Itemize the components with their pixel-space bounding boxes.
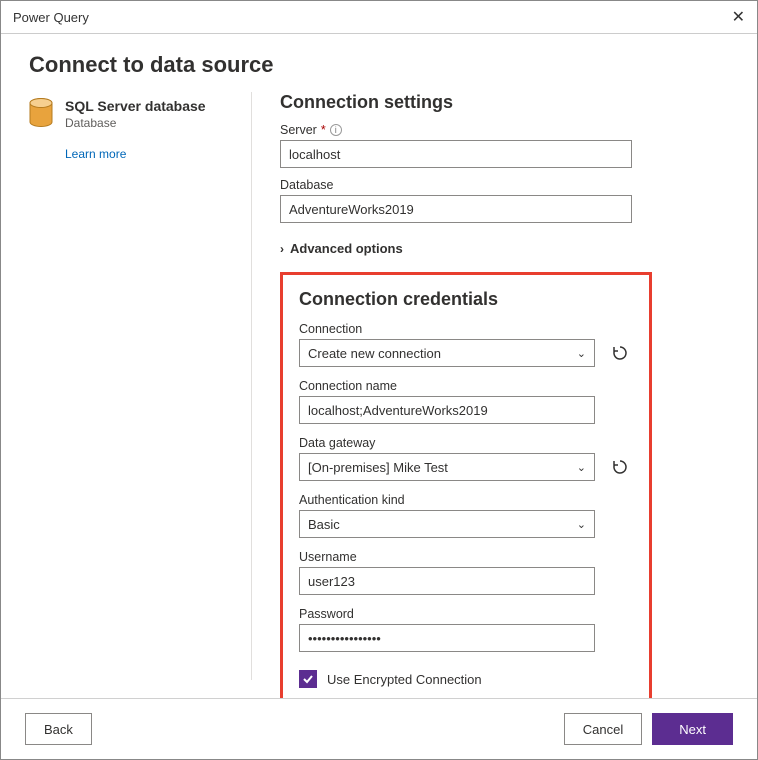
encrypted-label: Use Encrypted Connection bbox=[327, 672, 482, 687]
next-button[interactable]: Next bbox=[652, 713, 733, 745]
username-label: Username bbox=[299, 550, 633, 564]
check-icon bbox=[302, 673, 314, 685]
advanced-options-label: Advanced options bbox=[290, 241, 403, 256]
refresh-gateway-button[interactable] bbox=[607, 454, 633, 480]
learn-more-link[interactable]: Learn more bbox=[65, 147, 251, 161]
gateway-label: Data gateway bbox=[299, 436, 633, 450]
chevron-right-icon: › bbox=[280, 242, 284, 256]
credentials-highlight-box: Connection credentials Connection Create… bbox=[280, 272, 652, 709]
connection-name-label: Connection name bbox=[299, 379, 633, 393]
info-icon[interactable]: i bbox=[330, 124, 342, 136]
refresh-icon bbox=[611, 458, 629, 476]
password-input[interactable] bbox=[299, 624, 595, 652]
encrypted-checkbox[interactable] bbox=[299, 670, 317, 688]
auth-kind-label: Authentication kind bbox=[299, 493, 633, 507]
chevron-down-icon: ⌄ bbox=[577, 347, 586, 360]
settings-heading: Connection settings bbox=[280, 92, 729, 113]
auth-kind-select[interactable]: Basic ⌄ bbox=[299, 510, 595, 538]
connection-value: Create new connection bbox=[308, 346, 441, 361]
chevron-down-icon: ⌄ bbox=[577, 461, 586, 474]
database-input[interactable] bbox=[280, 195, 632, 223]
close-icon[interactable]: ✕ bbox=[732, 7, 745, 27]
auth-kind-value: Basic bbox=[308, 517, 340, 532]
datasource-title: SQL Server database bbox=[65, 98, 206, 114]
refresh-connection-button[interactable] bbox=[607, 340, 633, 366]
chevron-down-icon: ⌄ bbox=[577, 518, 586, 531]
connection-select[interactable]: Create new connection ⌄ bbox=[299, 339, 595, 367]
vertical-divider bbox=[251, 92, 252, 680]
cancel-button[interactable]: Cancel bbox=[564, 713, 642, 745]
page-title: Connect to data source bbox=[1, 34, 757, 92]
connection-name-input[interactable] bbox=[299, 396, 595, 424]
database-icon bbox=[29, 98, 53, 133]
back-button[interactable]: Back bbox=[25, 713, 92, 745]
credentials-heading: Connection credentials bbox=[299, 289, 633, 310]
gateway-value: [On-premises] Mike Test bbox=[308, 460, 448, 475]
database-label: Database bbox=[280, 178, 729, 192]
required-asterisk: * bbox=[321, 123, 326, 137]
server-input[interactable] bbox=[280, 140, 632, 168]
refresh-icon bbox=[611, 344, 629, 362]
connection-label: Connection bbox=[299, 322, 633, 336]
password-label: Password bbox=[299, 607, 633, 621]
server-label: Server * i bbox=[280, 123, 729, 137]
advanced-options-toggle[interactable]: › Advanced options bbox=[280, 241, 729, 256]
gateway-select[interactable]: [On-premises] Mike Test ⌄ bbox=[299, 453, 595, 481]
datasource-subtitle: Database bbox=[65, 116, 206, 130]
server-label-text: Server bbox=[280, 123, 317, 137]
window-title: Power Query bbox=[13, 10, 89, 25]
username-input[interactable] bbox=[299, 567, 595, 595]
